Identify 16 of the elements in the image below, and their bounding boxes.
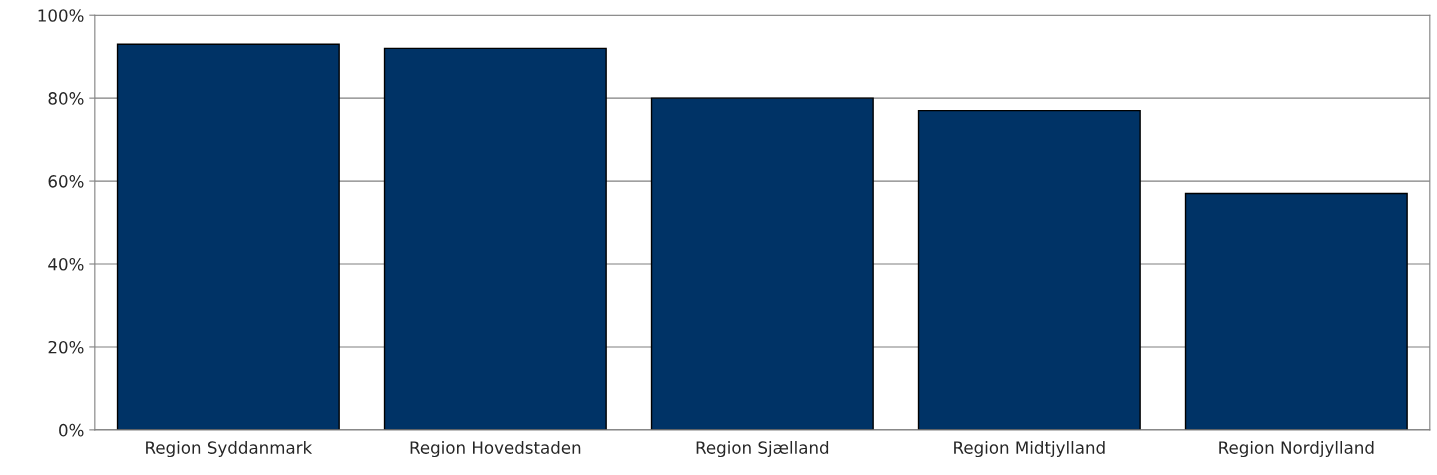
y-tick-label: 40% bbox=[48, 257, 84, 271]
bar bbox=[917, 109, 1141, 430]
x-tick-label: Region Syddanmark bbox=[146, 440, 313, 458]
x-tick-label: Region Midtjylland bbox=[954, 440, 1105, 458]
y-tick-label: 0% bbox=[59, 423, 84, 437]
x-tick-label: Region Hovedstaden bbox=[410, 440, 581, 458]
y-tick-label: 100% bbox=[38, 9, 84, 22]
bar bbox=[116, 43, 340, 430]
bar bbox=[650, 97, 874, 430]
y-tick-label: 20% bbox=[48, 340, 84, 354]
bar bbox=[1184, 192, 1408, 430]
bar bbox=[383, 47, 607, 430]
y-tick-label: 80% bbox=[48, 92, 84, 105]
y-tick-label: 60% bbox=[48, 175, 84, 188]
x-tick-label: Region Nordjylland bbox=[1219, 440, 1374, 458]
x-tick-label: Region Sjælland bbox=[696, 440, 829, 458]
